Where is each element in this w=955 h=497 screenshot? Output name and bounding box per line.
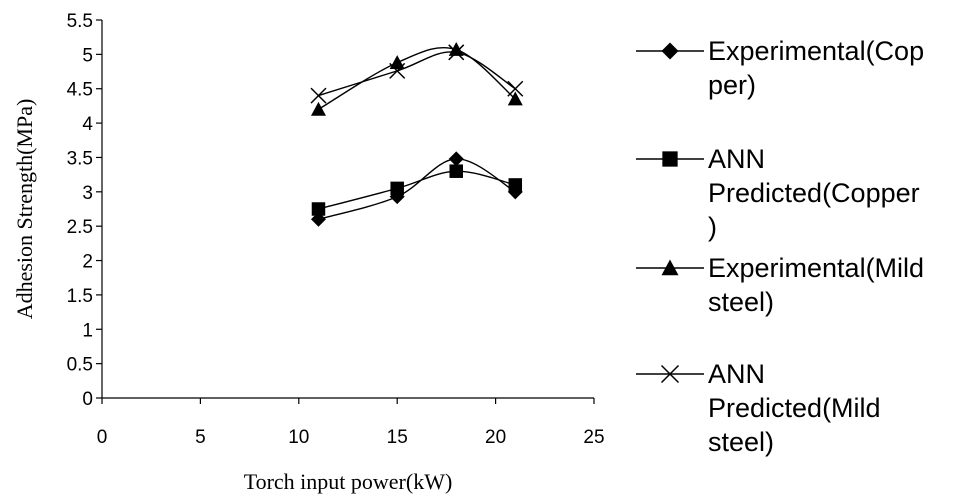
legend-label: ANN	[708, 359, 765, 389]
x-tick-label: 15	[387, 427, 408, 448]
data-point-square	[311, 202, 326, 216]
legend-entry: Experimental(Mild steel)	[636, 253, 924, 317]
y-tick-label: 4	[82, 114, 93, 135]
y-tick-label: 5	[82, 45, 93, 66]
x-tick-label: 25	[583, 427, 604, 448]
legend-entry: Experimental(Cop per)	[636, 36, 924, 100]
legend-label: steel)	[708, 427, 774, 457]
y-tick-label: 0	[82, 389, 93, 410]
series-x	[310, 44, 524, 104]
data-point-square	[390, 181, 404, 196]
series-line	[318, 51, 516, 97]
x-tick-label: 0	[97, 427, 108, 448]
legend-entry: ANN Predicted(Copper)	[636, 144, 920, 242]
data-point-triangle	[310, 101, 326, 116]
y-tick-label: 2.5	[67, 217, 93, 238]
y-axis-ticks: 0 0.5 1 1.5 2 2.5 3 3.5 4 4.5 5 5.5	[67, 11, 102, 410]
legend: Experimental(Cop per) ANN Predicted(Copper)…	[636, 36, 924, 457]
y-tick-label: 3	[82, 183, 93, 204]
y-tick-label: 2	[82, 252, 93, 273]
data-point-diamond	[448, 151, 464, 167]
series-square	[311, 164, 523, 216]
legend-label: Experimental(Mild	[708, 253, 924, 283]
data-point-square	[508, 178, 523, 192]
data-point-square	[449, 164, 463, 178]
y-axis-title: Adhesion Strength(MPa)	[12, 99, 37, 320]
series-line	[318, 158, 516, 220]
legend-label: per)	[708, 70, 756, 100]
legend-marker-triangle	[661, 259, 679, 276]
x-axis-ticks: 0 5 10 15 20 25	[97, 398, 605, 448]
y-tick-label: 0.5	[67, 355, 93, 376]
y-tick-label: 5.5	[67, 11, 93, 32]
legend-entry: ANN Predicted(Mild steel)	[636, 359, 881, 457]
series-line	[318, 170, 516, 210]
legend-label: Predicted(Copper	[708, 178, 920, 208]
data-point-x	[448, 44, 465, 61]
data-point-x	[507, 80, 524, 97]
y-tick-label: 1	[82, 320, 93, 341]
series-layer	[310, 42, 524, 227]
data-point-triangle	[389, 55, 405, 69]
legend-label: Experimental(Cop	[708, 36, 924, 66]
y-tick-label: 3.5	[67, 148, 93, 169]
legend-label: ANN	[708, 144, 765, 174]
x-axis-title: Torch input power(kW)	[244, 469, 453, 494]
y-tick-label: 4.5	[67, 80, 93, 101]
data-point-x	[310, 87, 327, 104]
series-diamond	[310, 151, 523, 227]
series-line	[318, 46, 516, 110]
legend-marker-x	[660, 364, 680, 384]
legend-marker-diamond	[661, 42, 679, 60]
x-tick-label: 20	[485, 427, 506, 448]
x-tick-label: 10	[288, 427, 309, 448]
legend-label: steel)	[708, 287, 774, 317]
legend-label: )	[708, 212, 717, 242]
plot-area: 0 0.5 1 1.5 2 2.5 3 3.5 4 4.5 5 5.5 0 5 10 15 20 25	[67, 11, 605, 448]
data-point-triangle	[507, 91, 523, 106]
legend-marker-square	[662, 151, 678, 167]
series-triangle	[310, 42, 523, 116]
y-tick-label: 1.5	[67, 286, 93, 307]
x-tick-label: 5	[195, 427, 206, 448]
legend-label: Predicted(Mild	[708, 393, 881, 423]
data-point-x	[389, 62, 406, 79]
